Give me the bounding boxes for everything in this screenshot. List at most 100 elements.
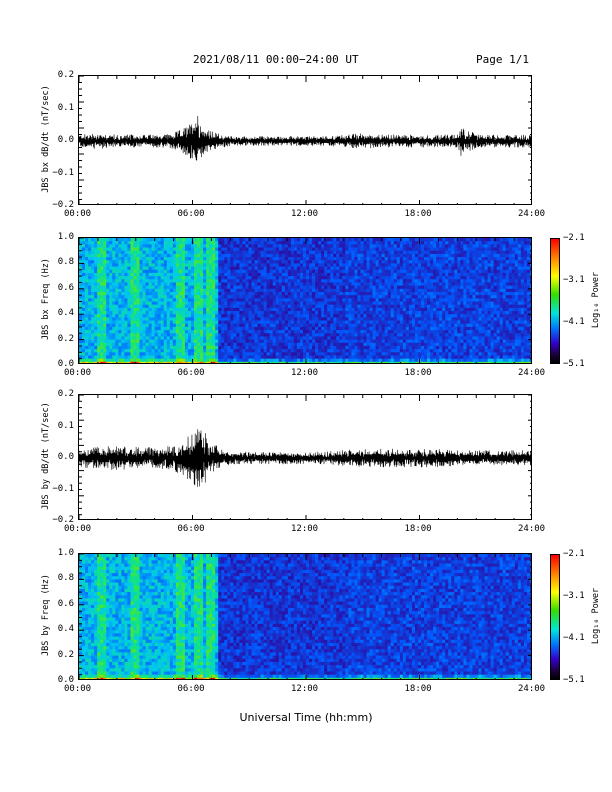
spectrogram-cell [290,269,295,274]
spectrogram-cell [103,333,107,337]
spectrogram-cell [82,352,86,356]
spectrogram-cell [127,317,131,321]
spectrogram-cell [439,361,443,363]
spectrogram-cell [414,336,419,340]
spectrogram-cell [363,247,367,252]
spectrogram-cell [378,263,383,267]
spectrogram-cell [324,272,328,277]
spectrogram-cell [357,288,361,293]
spectrogram-cell [309,257,313,261]
spectrogram-cell [269,301,274,306]
spectrogram-cell [427,307,431,312]
spectrogram-cell [139,311,143,315]
spectrogram-cell [109,336,113,340]
spectrogram-cell [430,238,434,242]
spectrogram-cell [387,311,392,315]
spectrogram-cell [411,355,416,360]
spectrogram-cell [242,269,246,274]
spectrogram-cell [106,358,110,363]
spectrogram-cell [172,285,177,290]
spectrogram-cell [184,288,189,293]
spectrogram-cell [103,314,107,318]
spectrogram-cell [384,276,389,280]
spectrogram-cell [154,244,159,248]
spectrogram-cell [417,326,422,331]
spectrogram-cell [281,250,286,255]
spectrogram-cell [348,298,352,302]
spectrogram-cell [439,311,443,315]
spectrogram-cell [366,358,370,363]
spectrogram-cell [257,352,261,356]
spectrogram-cell [257,314,261,318]
spectrogram-cell [330,260,334,264]
spectrogram-cell [181,355,186,360]
spectrogram-cell [372,304,377,309]
spectrogram-cell [269,304,274,309]
spectrogram-cell [363,336,367,340]
spectrogram-cell [381,339,386,344]
spectrogram-cell [100,330,104,334]
spectrogram-cell [230,339,234,344]
spectrogram-cell [172,266,177,271]
spectrogram-cell [342,336,346,340]
spectrogram-cell [242,358,246,363]
spectrogram-cell [411,339,416,344]
spectrogram-cell [118,238,122,242]
spectrogram-cell [278,323,283,328]
spectrogram-cell [448,291,452,296]
spectrogram-cell [85,298,89,302]
spectrogram-cell [166,307,171,312]
spectrogram-cell [396,276,401,280]
spectrogram-cell [100,288,104,293]
spectrogram-cell [190,260,195,264]
spectrogram-cell [402,257,407,261]
spectrogram-cell [212,339,216,344]
spectrogram-cell [424,250,428,255]
spectrogram-cell [154,358,159,363]
spectrogram-cell [130,276,134,280]
spectrogram-cell [151,304,156,309]
spectrogram-cell [411,260,416,264]
spectrogram-cell [163,333,168,337]
spectrogram-cell [145,253,150,258]
spectrogram-cell [351,317,355,321]
spectrogram-cell [124,317,128,321]
spectrogram-cell [387,266,392,271]
spectrogram-cell [351,352,355,356]
spectrogram-cell [251,288,255,293]
spectrogram-cell [175,291,180,296]
spectrogram-cell [278,279,283,283]
spectrogram-cell [296,250,301,255]
spectrogram-cell [275,358,280,363]
spectrogram-cell [151,301,156,306]
spectrogram-cell [281,333,286,337]
spectrogram-cell [245,244,249,248]
spectrogram-cell [112,260,116,264]
spectrogram-cell [387,342,392,347]
spectrogram-cell [309,253,313,258]
spectrogram-cell [206,333,210,337]
spectrogram-cell [187,257,192,261]
spectrogram-cell [212,298,216,302]
spectrogram-cell [290,291,295,296]
spectrogram-cell [172,260,177,264]
spectrogram-cell [212,285,216,290]
spectrogram-cell [181,326,186,331]
spectrogram-cell [430,282,434,287]
spectrogram-cell [318,241,322,245]
spectrogram-cell [436,323,440,328]
spectrogram-cell [393,279,398,283]
spectrogram-cell [124,291,128,296]
spectrogram-cell [414,323,419,328]
spectrogram-cell [348,330,352,334]
spectrogram-cell [178,339,183,344]
spectrogram-cell [118,355,122,360]
spectrogram-cell [112,238,116,242]
spectrogram-cell [287,263,292,267]
spectrogram-cell [272,326,277,331]
spectrogram-cell [242,323,246,328]
spectrogram-cell [372,311,377,315]
spectrogram-cell [390,349,395,353]
spectrogram-cell [269,250,274,255]
spectrogram-cell [82,320,86,325]
